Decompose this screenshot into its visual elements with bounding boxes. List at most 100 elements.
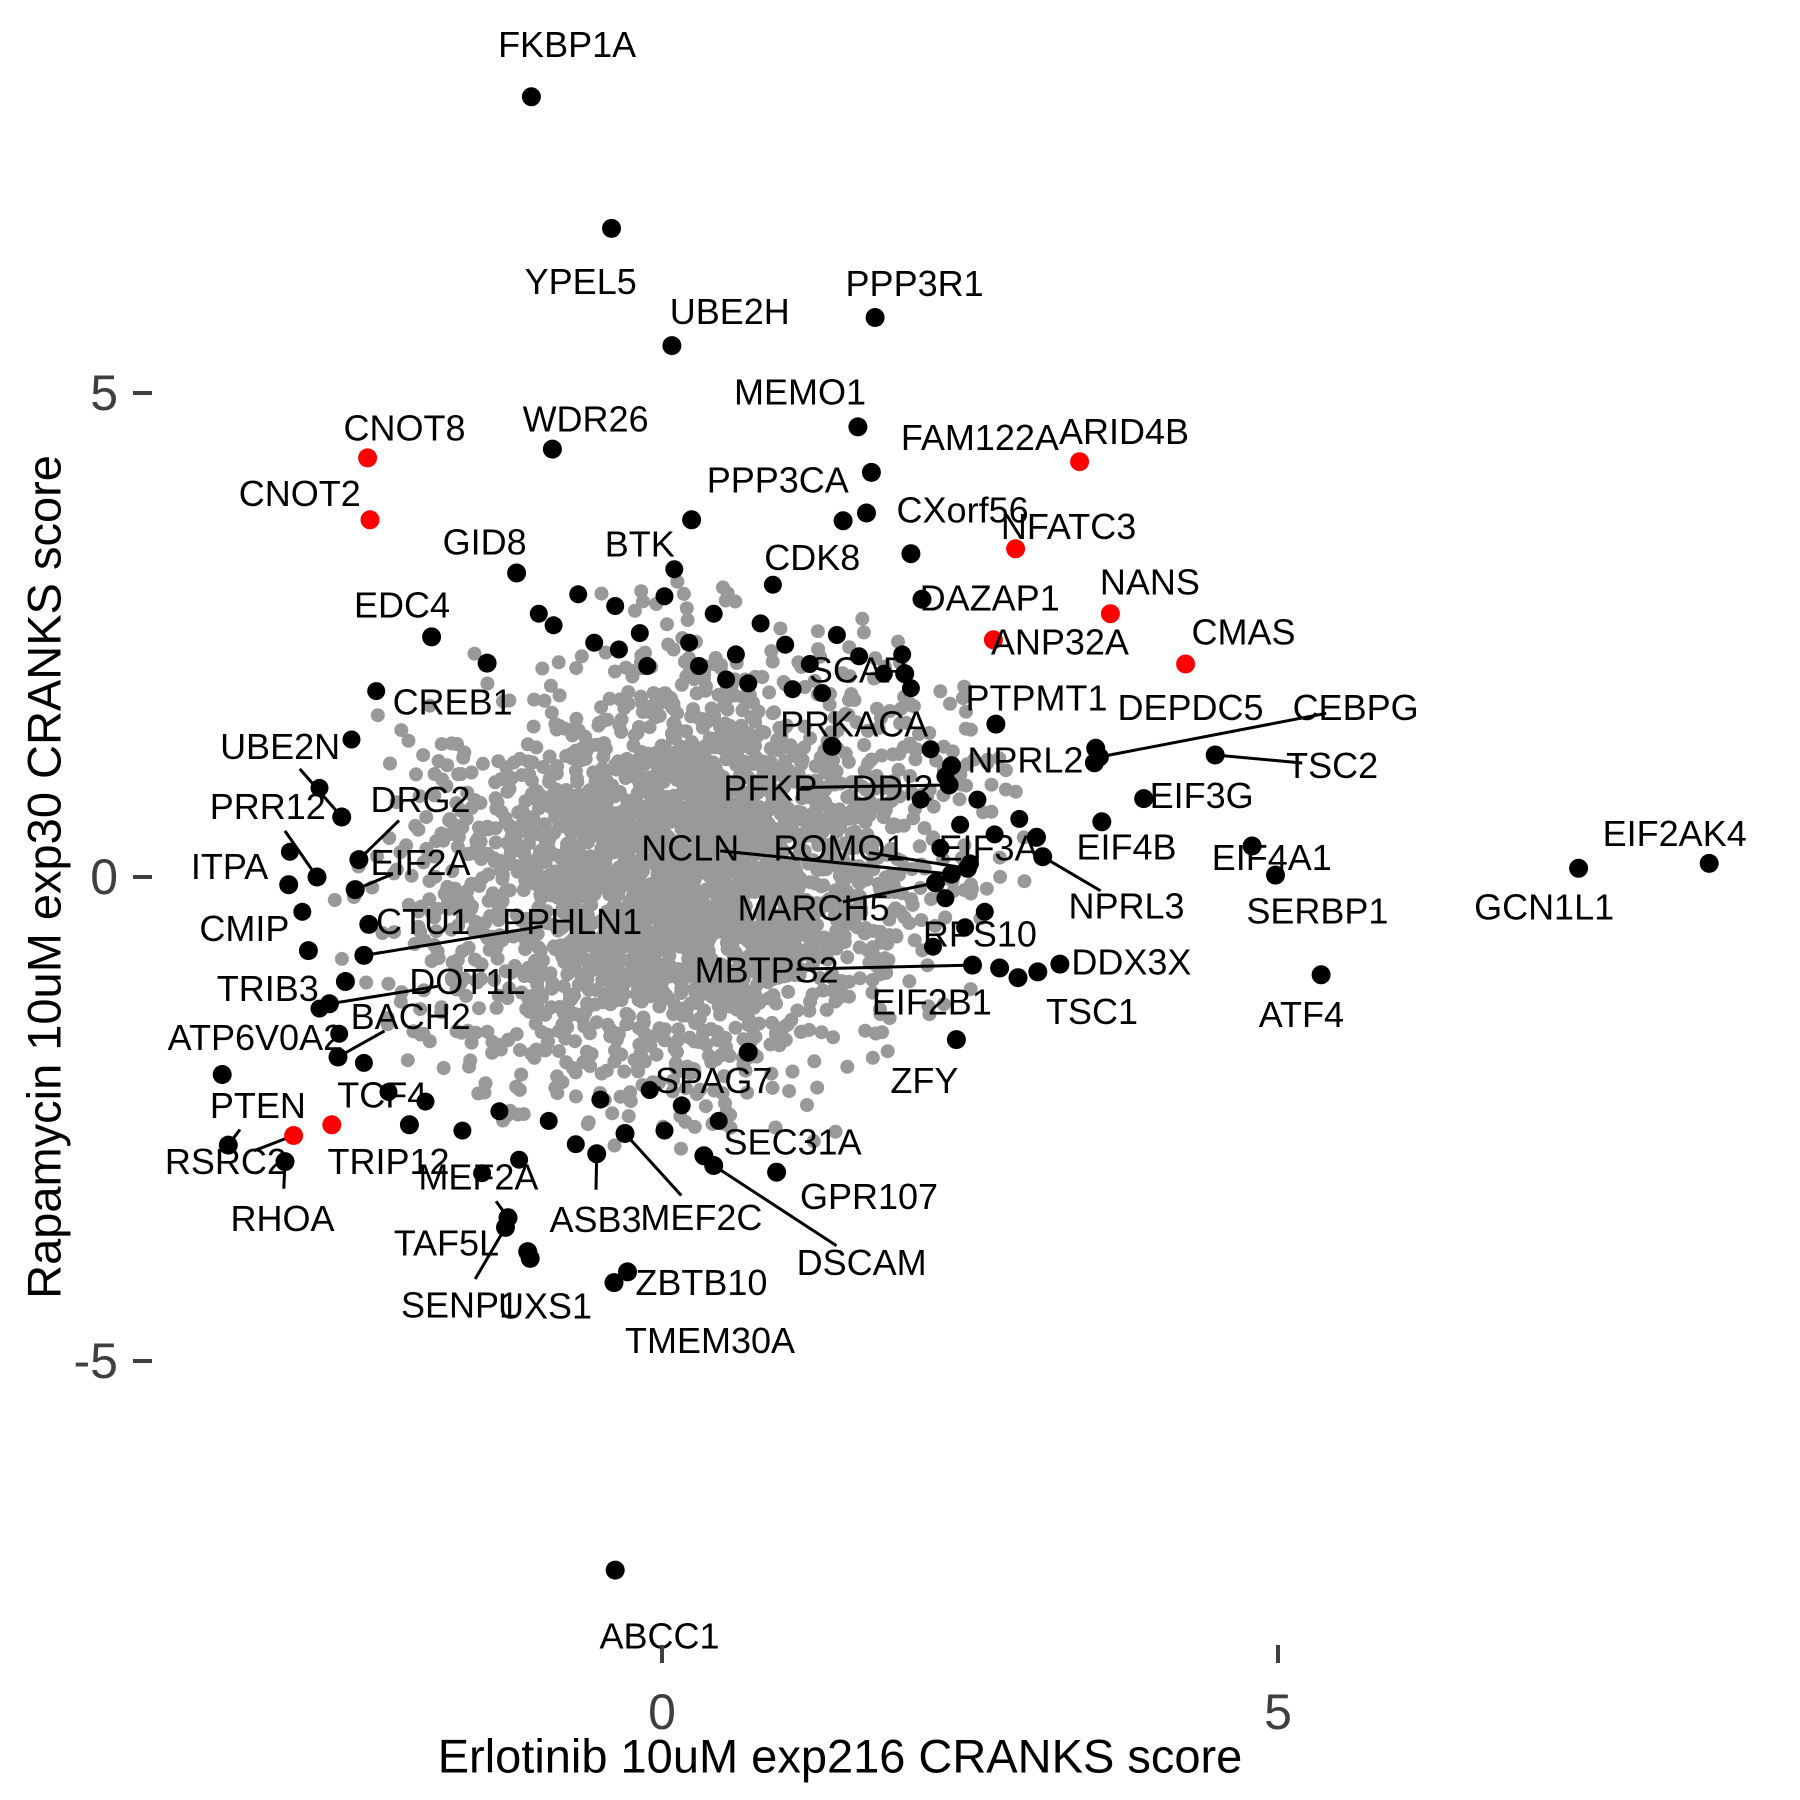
cloud-point	[529, 740, 544, 755]
cloud-point	[685, 968, 700, 982]
cloud-point	[992, 850, 1007, 865]
cloud-point	[657, 1033, 672, 1048]
cloud-point	[413, 924, 427, 939]
significant-point	[354, 1053, 373, 1072]
cloud-point	[595, 761, 610, 776]
cloud-point	[674, 1141, 688, 1156]
cloud-point	[442, 812, 457, 827]
significant-point	[813, 684, 832, 703]
gene-point-eif2ak4	[1699, 853, 1719, 873]
significant-point	[726, 645, 745, 664]
cloud-point	[765, 990, 780, 1005]
cloud-point	[588, 883, 603, 898]
gene-label-mbtps2: MBTPS2	[695, 949, 839, 990]
cloud-point	[594, 700, 609, 715]
cloud-point	[777, 928, 792, 943]
cloud-point	[488, 791, 503, 806]
cloud-point	[775, 893, 790, 908]
gene-point-atp6v0a2	[212, 1065, 232, 1084]
cloud-point	[422, 874, 437, 888]
gene-label-nans: NANS	[1100, 561, 1200, 602]
cloud-point	[858, 798, 873, 813]
gene-point-ddx3x	[1050, 954, 1070, 974]
cloud-point	[812, 836, 827, 850]
cloud-point	[451, 829, 466, 844]
cloud-point	[720, 702, 735, 717]
gene-point-itpa	[279, 875, 299, 895]
cloud-point	[538, 875, 553, 890]
cloud-point	[710, 1024, 725, 1039]
cloud-point	[840, 1059, 855, 1074]
gene-point-eif2b1	[1008, 968, 1028, 988]
gene-point-ddi2	[942, 756, 961, 776]
label-leader-line-ncln	[720, 849, 952, 876]
cloud-point	[434, 1005, 449, 1019]
cloud-point	[509, 837, 524, 852]
significant-point	[956, 918, 975, 937]
significant-point	[690, 657, 708, 675]
cloud-point	[714, 785, 729, 800]
significant-point	[566, 1135, 585, 1154]
cloud-point	[464, 1035, 479, 1050]
gene-label-taf5l: TAF5L	[394, 1222, 499, 1263]
cloud-point	[510, 1107, 525, 1122]
cloud-point	[786, 887, 801, 902]
gene-label-ddx3x: DDX3X	[1071, 942, 1191, 983]
cloud-point	[481, 867, 496, 882]
significant-point	[704, 604, 723, 623]
gene-label-dot1l: DOT1L	[409, 961, 525, 1002]
cloud-point	[782, 1084, 797, 1099]
gene-point-serbp1	[1266, 865, 1285, 885]
cloud-point	[744, 710, 759, 725]
gene-point-pphln1	[354, 945, 374, 965]
cloud-point	[759, 962, 774, 977]
cloud-point	[602, 691, 617, 706]
cloud-point	[627, 728, 642, 743]
gene-label-romo1: ROMO1	[773, 828, 905, 869]
gene-point-bach2	[328, 1047, 348, 1067]
cloud-point	[698, 1099, 713, 1114]
cloud-point	[648, 883, 663, 898]
cloud-point	[841, 754, 856, 769]
cloud-point	[581, 872, 595, 887]
gene-label-spag7: SPAG7	[655, 1060, 772, 1101]
cloud-point	[666, 1073, 681, 1088]
cloud-point	[802, 1003, 817, 1018]
cloud-point	[752, 1016, 767, 1031]
cloud-point	[768, 1026, 783, 1041]
cloud-point	[681, 885, 696, 900]
cloud-point	[528, 864, 543, 879]
cloud-point	[444, 971, 459, 985]
cloud-point	[790, 1003, 805, 1018]
cloud-point	[718, 867, 733, 882]
significant-point	[893, 645, 912, 664]
cloud-point	[706, 762, 721, 777]
gene-point-dot1l	[319, 994, 339, 1014]
cloud-point	[500, 784, 515, 799]
gene-point-ctu1	[359, 914, 379, 934]
cloud-point	[637, 777, 652, 792]
cloud-point	[412, 789, 427, 804]
cloud-point	[551, 923, 565, 938]
cloud-point	[632, 991, 646, 1006]
cloud-point	[878, 803, 893, 818]
cloud-point	[773, 621, 788, 636]
cloud-point	[491, 754, 506, 769]
significant-point	[924, 937, 942, 956]
cloud-point	[827, 710, 842, 725]
cloud-point	[906, 741, 921, 756]
gene-point-trip12	[322, 1115, 342, 1135]
label-leader-line-nprl3	[1041, 855, 1102, 893]
gene-label-senp1: SENP1	[401, 1284, 519, 1325]
cloud-point	[538, 855, 553, 870]
significant-point	[776, 635, 795, 654]
cloud-point	[721, 897, 736, 912]
significant-point	[783, 680, 802, 699]
cloud-point	[891, 634, 905, 649]
significant-point	[911, 790, 930, 809]
gene-label-arid4b: ARID4B	[1059, 411, 1189, 452]
cloud-point	[487, 972, 502, 987]
cloud-point	[676, 586, 691, 601]
y-tick-label: 0	[90, 849, 118, 905]
